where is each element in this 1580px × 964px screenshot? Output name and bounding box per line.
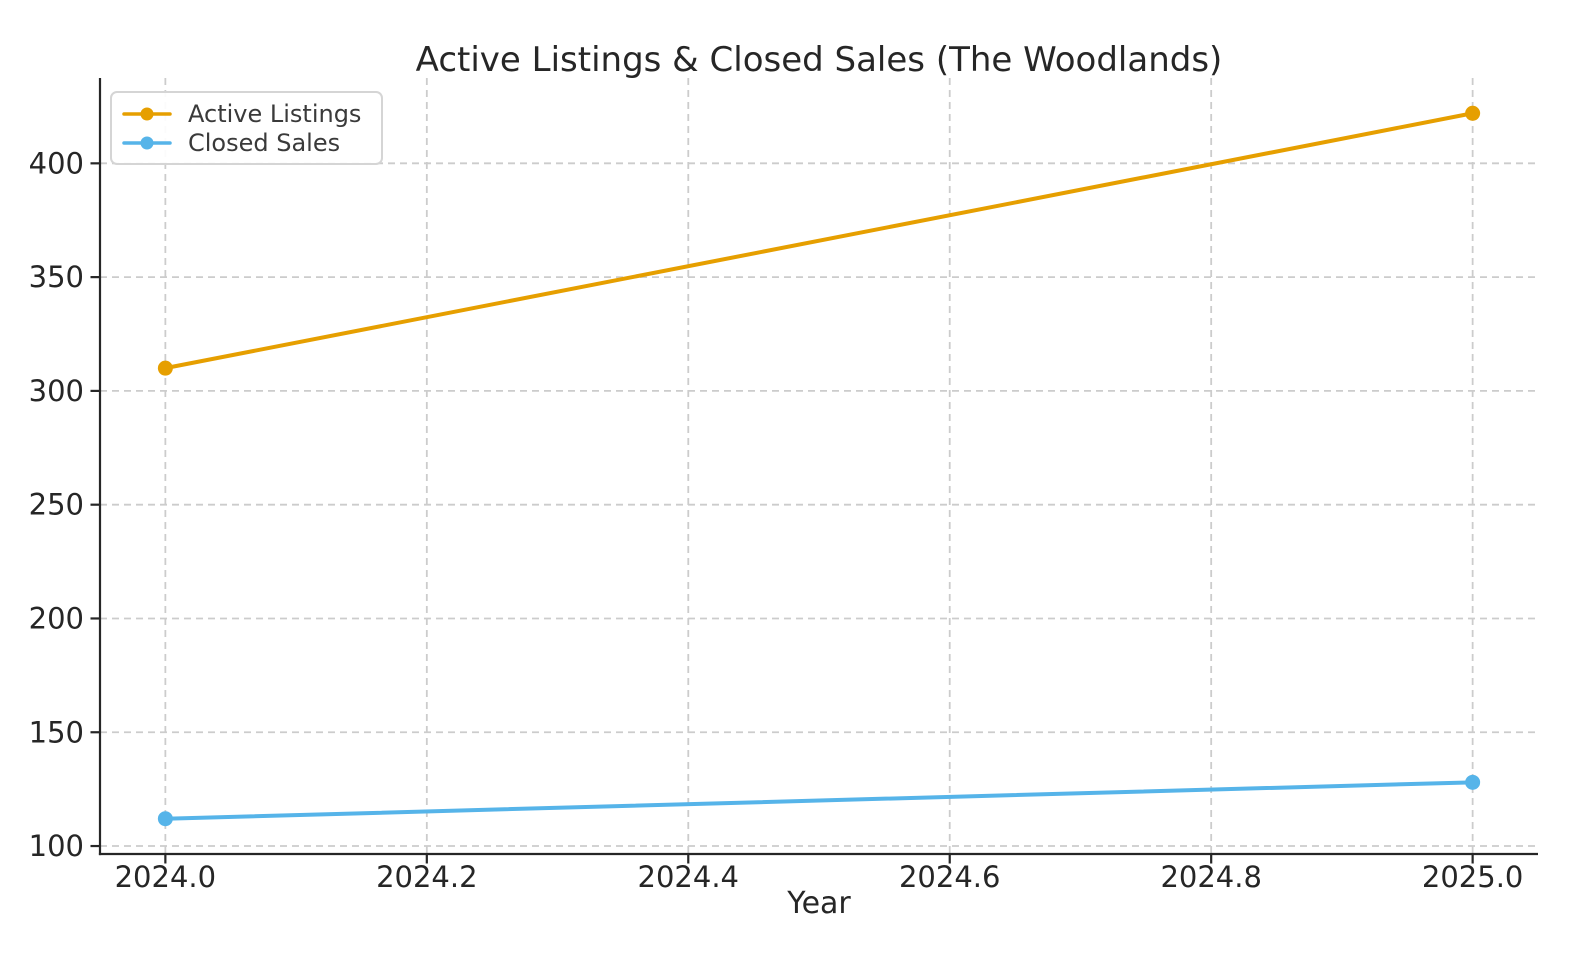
legend-marker: [140, 136, 154, 149]
series-line-active-listings: [163, 111, 1475, 371]
legend-swatch-active-listings: [122, 107, 172, 120]
y-tick-label: 250: [29, 488, 84, 522]
x-tick-label: 2025.0: [1422, 860, 1523, 894]
y-tick-label: 100: [29, 829, 84, 863]
data-point-active-listings: [1465, 105, 1481, 121]
legend: Active Listings Closed Sales: [110, 91, 384, 165]
x-tick-label: 2024.4: [638, 860, 739, 894]
data-point-active-listings: [157, 360, 173, 376]
x-tick-label: 2024.8: [1160, 860, 1261, 894]
legend-item-active-listings: Active Listings: [122, 99, 362, 128]
x-tick-label: 2024.6: [899, 860, 1000, 894]
data-point-closed-sales: [1465, 774, 1481, 790]
legend-marker: [140, 107, 154, 120]
legend-label: Closed Sales: [188, 128, 341, 157]
y-tick-label: 300: [29, 374, 84, 408]
x-tick-label: 2024.2: [376, 860, 477, 894]
legend-swatch-closed-sales: [122, 136, 172, 149]
y-tick-label: 400: [29, 146, 84, 180]
data-point-closed-sales: [157, 811, 173, 827]
x-tick-label: 2024.0: [115, 860, 216, 894]
legend-item-closed-sales: Closed Sales: [122, 128, 361, 157]
series-line-closed-sales: [163, 780, 1475, 821]
legend-label: Active Listings: [188, 99, 362, 128]
chart-title: Active Listings & Closed Sales (The Wood…: [415, 40, 1223, 80]
y-tick-label: 350: [29, 260, 84, 294]
y-tick-label: 150: [29, 715, 84, 749]
y-tick-label: 200: [29, 601, 84, 635]
x-axis-label: Year: [787, 886, 851, 921]
